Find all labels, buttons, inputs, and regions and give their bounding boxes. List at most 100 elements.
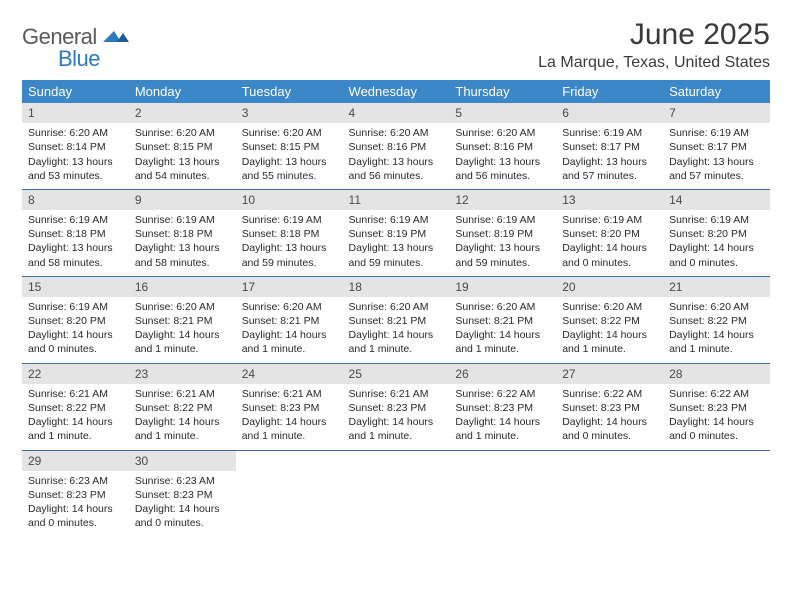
calendar-cell xyxy=(343,450,450,536)
daylight-line1: Daylight: 13 hours xyxy=(242,155,337,169)
calendar-cell: 25Sunrise: 6:21 AMSunset: 8:23 PMDayligh… xyxy=(343,363,450,450)
calendar-cell: 18Sunrise: 6:20 AMSunset: 8:21 PMDayligh… xyxy=(343,276,450,363)
day-number: 15 xyxy=(22,277,129,297)
daylight-line1: Daylight: 14 hours xyxy=(349,328,444,342)
daylight-line1: Daylight: 13 hours xyxy=(28,241,123,255)
daylight-line2: and 58 minutes. xyxy=(135,256,230,270)
daylight-line1: Daylight: 13 hours xyxy=(242,241,337,255)
day-number: 9 xyxy=(129,190,236,210)
day-body: Sunrise: 6:20 AMSunset: 8:21 PMDaylight:… xyxy=(129,297,236,363)
sunset-text: Sunset: 8:20 PM xyxy=(28,314,123,328)
location: La Marque, Texas, United States xyxy=(538,54,770,72)
calendar-cell: 22Sunrise: 6:21 AMSunset: 8:22 PMDayligh… xyxy=(22,363,129,450)
sunset-text: Sunset: 8:22 PM xyxy=(562,314,657,328)
day-body: Sunrise: 6:20 AMSunset: 8:21 PMDaylight:… xyxy=(343,297,450,363)
daylight-line1: Daylight: 13 hours xyxy=(669,155,764,169)
sunset-text: Sunset: 8:19 PM xyxy=(455,227,550,241)
sunrise-text: Sunrise: 6:23 AM xyxy=(135,474,230,488)
day-number: 25 xyxy=(343,364,450,384)
sunrise-text: Sunrise: 6:20 AM xyxy=(135,300,230,314)
calendar-cell xyxy=(663,450,770,536)
calendar-table: SundayMondayTuesdayWednesdayThursdayFrid… xyxy=(22,80,770,536)
sunset-text: Sunset: 8:17 PM xyxy=(669,140,764,154)
daylight-line2: and 0 minutes. xyxy=(562,429,657,443)
sunrise-text: Sunrise: 6:20 AM xyxy=(242,126,337,140)
day-number: 16 xyxy=(129,277,236,297)
sunset-text: Sunset: 8:18 PM xyxy=(135,227,230,241)
sunrise-text: Sunrise: 6:19 AM xyxy=(28,213,123,227)
day-number: 30 xyxy=(129,451,236,471)
day-body: Sunrise: 6:22 AMSunset: 8:23 PMDaylight:… xyxy=(556,384,663,450)
sunrise-text: Sunrise: 6:22 AM xyxy=(455,387,550,401)
daylight-line1: Daylight: 14 hours xyxy=(135,328,230,342)
day-body: Sunrise: 6:21 AMSunset: 8:23 PMDaylight:… xyxy=(236,384,343,450)
sunset-text: Sunset: 8:20 PM xyxy=(562,227,657,241)
sunrise-text: Sunrise: 6:19 AM xyxy=(349,213,444,227)
day-number: 14 xyxy=(663,190,770,210)
day-number: 28 xyxy=(663,364,770,384)
sunrise-text: Sunrise: 6:19 AM xyxy=(135,213,230,227)
weekday-header: Monday xyxy=(129,80,236,103)
brand-arrow-icon xyxy=(103,28,129,44)
sunset-text: Sunset: 8:23 PM xyxy=(455,401,550,415)
daylight-line2: and 1 minute. xyxy=(349,429,444,443)
day-body: Sunrise: 6:19 AMSunset: 8:20 PMDaylight:… xyxy=(556,210,663,276)
calendar-body: 1Sunrise: 6:20 AMSunset: 8:14 PMDaylight… xyxy=(22,103,770,536)
daylight-line1: Daylight: 14 hours xyxy=(455,415,550,429)
calendar-cell: 8Sunrise: 6:19 AMSunset: 8:18 PMDaylight… xyxy=(22,189,129,276)
daylight-line2: and 59 minutes. xyxy=(242,256,337,270)
sunrise-text: Sunrise: 6:21 AM xyxy=(28,387,123,401)
daylight-line2: and 0 minutes. xyxy=(28,342,123,356)
calendar-cell: 16Sunrise: 6:20 AMSunset: 8:21 PMDayligh… xyxy=(129,276,236,363)
daylight-line1: Daylight: 14 hours xyxy=(669,415,764,429)
day-number: 22 xyxy=(22,364,129,384)
daylight-line1: Daylight: 13 hours xyxy=(135,155,230,169)
day-body: Sunrise: 6:20 AMSunset: 8:15 PMDaylight:… xyxy=(129,123,236,189)
sunset-text: Sunset: 8:20 PM xyxy=(669,227,764,241)
daylight-line2: and 1 minute. xyxy=(135,342,230,356)
calendar-cell: 7Sunrise: 6:19 AMSunset: 8:17 PMDaylight… xyxy=(663,103,770,189)
calendar-cell: 15Sunrise: 6:19 AMSunset: 8:20 PMDayligh… xyxy=(22,276,129,363)
calendar-cell: 17Sunrise: 6:20 AMSunset: 8:21 PMDayligh… xyxy=(236,276,343,363)
daylight-line2: and 53 minutes. xyxy=(28,169,123,183)
day-body: Sunrise: 6:19 AMSunset: 8:19 PMDaylight:… xyxy=(449,210,556,276)
sunrise-text: Sunrise: 6:19 AM xyxy=(562,213,657,227)
sunrise-text: Sunrise: 6:20 AM xyxy=(349,126,444,140)
sunset-text: Sunset: 8:23 PM xyxy=(135,488,230,502)
daylight-line2: and 0 minutes. xyxy=(562,256,657,270)
daylight-line2: and 59 minutes. xyxy=(349,256,444,270)
daylight-line2: and 1 minute. xyxy=(242,342,337,356)
sunrise-text: Sunrise: 6:20 AM xyxy=(242,300,337,314)
weekday-header: Friday xyxy=(556,80,663,103)
month-title: June 2025 xyxy=(538,18,770,52)
day-body: Sunrise: 6:20 AMSunset: 8:15 PMDaylight:… xyxy=(236,123,343,189)
daylight-line1: Daylight: 13 hours xyxy=(135,241,230,255)
daylight-line1: Daylight: 13 hours xyxy=(28,155,123,169)
sunrise-text: Sunrise: 6:19 AM xyxy=(242,213,337,227)
daylight-line2: and 59 minutes. xyxy=(455,256,550,270)
day-body: Sunrise: 6:20 AMSunset: 8:16 PMDaylight:… xyxy=(343,123,450,189)
header: General Blue June 2025 La Marque, Texas,… xyxy=(22,18,770,72)
sunset-text: Sunset: 8:22 PM xyxy=(135,401,230,415)
daylight-line2: and 1 minute. xyxy=(669,342,764,356)
sunset-text: Sunset: 8:16 PM xyxy=(349,140,444,154)
day-number: 26 xyxy=(449,364,556,384)
sunset-text: Sunset: 8:19 PM xyxy=(349,227,444,241)
calendar-cell: 27Sunrise: 6:22 AMSunset: 8:23 PMDayligh… xyxy=(556,363,663,450)
sunrise-text: Sunrise: 6:20 AM xyxy=(455,126,550,140)
weekday-header: Saturday xyxy=(663,80,770,103)
sunrise-text: Sunrise: 6:19 AM xyxy=(455,213,550,227)
sunrise-text: Sunrise: 6:20 AM xyxy=(349,300,444,314)
daylight-line1: Daylight: 14 hours xyxy=(669,328,764,342)
day-body: Sunrise: 6:22 AMSunset: 8:23 PMDaylight:… xyxy=(449,384,556,450)
day-body: Sunrise: 6:20 AMSunset: 8:22 PMDaylight:… xyxy=(663,297,770,363)
sunrise-text: Sunrise: 6:22 AM xyxy=(562,387,657,401)
sunrise-text: Sunrise: 6:21 AM xyxy=(349,387,444,401)
calendar-cell: 28Sunrise: 6:22 AMSunset: 8:23 PMDayligh… xyxy=(663,363,770,450)
calendar-cell: 11Sunrise: 6:19 AMSunset: 8:19 PMDayligh… xyxy=(343,189,450,276)
day-body: Sunrise: 6:19 AMSunset: 8:17 PMDaylight:… xyxy=(663,123,770,189)
weekday-header: Tuesday xyxy=(236,80,343,103)
calendar-cell: 3Sunrise: 6:20 AMSunset: 8:15 PMDaylight… xyxy=(236,103,343,189)
daylight-line1: Daylight: 14 hours xyxy=(28,328,123,342)
calendar-cell: 23Sunrise: 6:21 AMSunset: 8:22 PMDayligh… xyxy=(129,363,236,450)
